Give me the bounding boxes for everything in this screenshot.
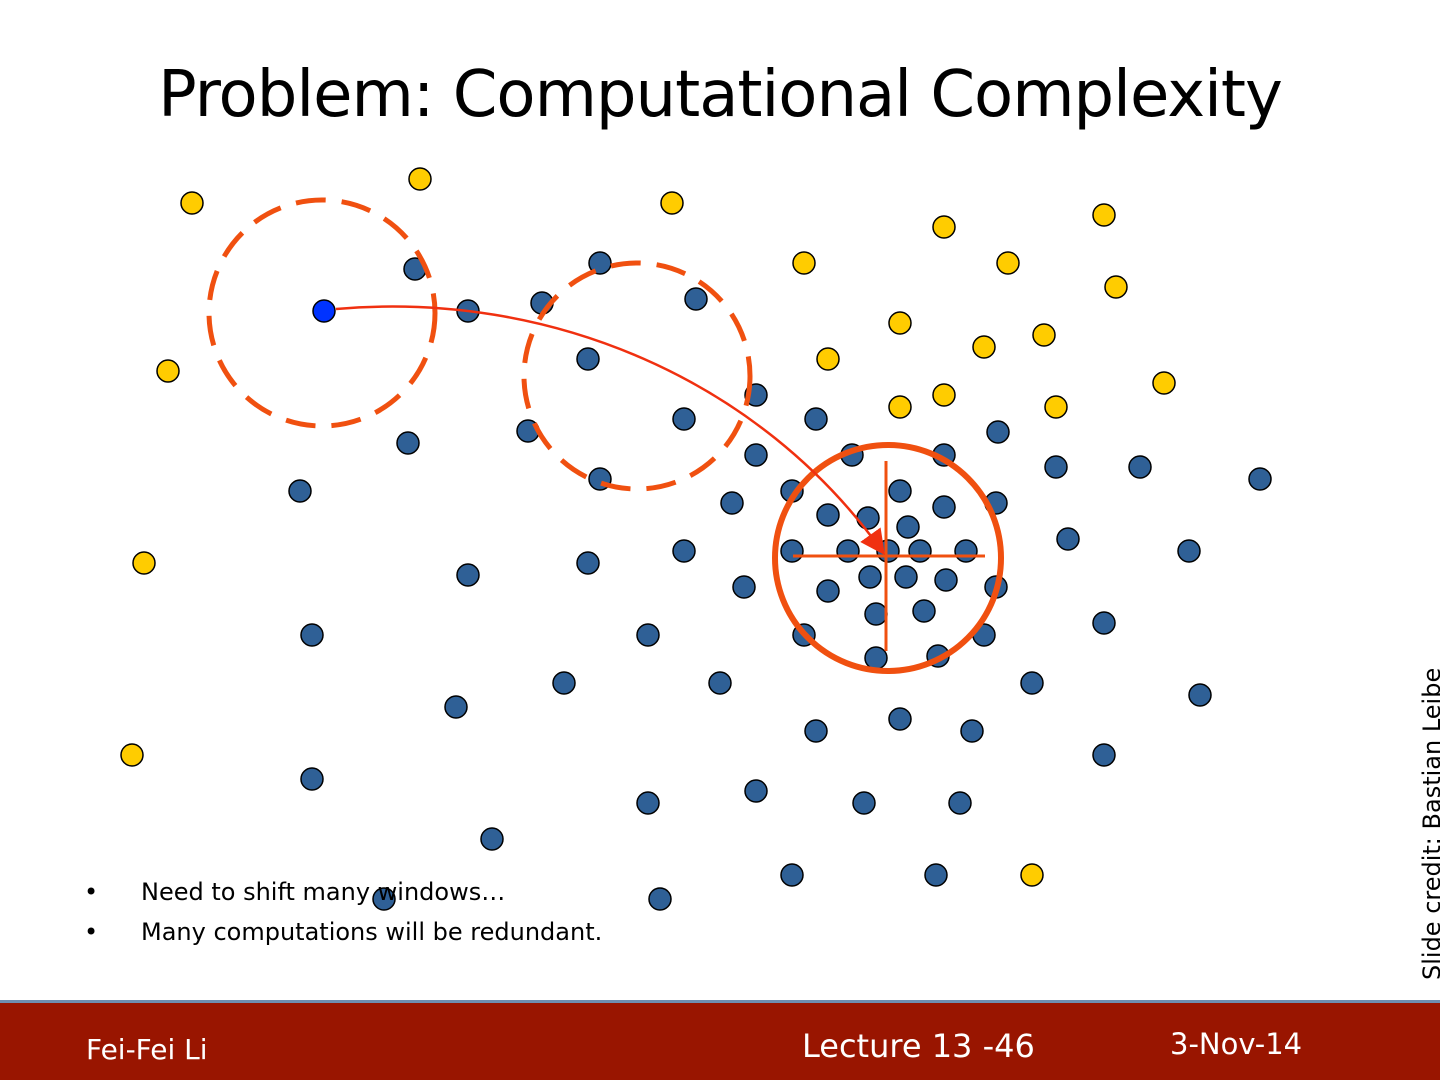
blue-data-point bbox=[732, 575, 756, 599]
blue-data-point bbox=[636, 623, 660, 647]
yellow-data-point bbox=[996, 251, 1020, 275]
blue-data-point bbox=[986, 420, 1010, 444]
blue-data-point bbox=[1056, 527, 1080, 551]
initial-window-dashed-circle bbox=[206, 197, 438, 429]
blue-data-point bbox=[684, 287, 708, 311]
blue-data-point bbox=[804, 719, 828, 743]
blue-data-point bbox=[856, 506, 880, 530]
blue-data-point bbox=[576, 551, 600, 575]
blue-data-point bbox=[896, 515, 920, 539]
yellow-data-point bbox=[1104, 275, 1128, 299]
yellow-data-point bbox=[932, 215, 956, 239]
blue-data-point bbox=[864, 646, 888, 670]
blue-data-point bbox=[672, 539, 696, 563]
yellow-data-point bbox=[660, 191, 684, 215]
blue-data-point bbox=[888, 479, 912, 503]
intermediate-window-dashed-circle bbox=[521, 260, 753, 492]
yellow-data-point bbox=[408, 167, 432, 191]
blue-data-point bbox=[552, 671, 576, 695]
yellow-data-point bbox=[132, 551, 156, 575]
yellow-data-point bbox=[932, 383, 956, 407]
bullet-item: • Many computations will be redundant. bbox=[84, 918, 603, 946]
blue-data-point bbox=[396, 431, 420, 455]
blue-data-point bbox=[1020, 671, 1044, 695]
blue-data-point bbox=[852, 791, 876, 815]
blue-data-point bbox=[932, 495, 956, 519]
blue-data-point bbox=[588, 251, 612, 275]
yellow-data-point bbox=[1032, 323, 1056, 347]
blue-data-point bbox=[816, 503, 840, 527]
yellow-data-point bbox=[180, 191, 204, 215]
yellow-data-point bbox=[120, 743, 144, 767]
blue-data-point bbox=[480, 827, 504, 851]
blue-data-point bbox=[816, 579, 840, 603]
blue-data-point bbox=[708, 671, 732, 695]
bullet-item: • Need to shift many windows… bbox=[84, 878, 506, 906]
blue-data-point bbox=[908, 539, 932, 563]
blue-data-point bbox=[1092, 611, 1116, 635]
blue-data-point bbox=[912, 599, 936, 623]
yellow-data-point bbox=[1044, 395, 1068, 419]
blue-data-point bbox=[576, 347, 600, 371]
yellow-data-point bbox=[1152, 371, 1176, 395]
blue-data-point bbox=[1044, 455, 1068, 479]
start-point bbox=[312, 299, 336, 323]
blue-data-point bbox=[372, 887, 396, 911]
blue-data-point bbox=[288, 479, 312, 503]
yellow-data-point bbox=[156, 359, 180, 383]
blue-data-point bbox=[300, 767, 324, 791]
blue-data-point bbox=[804, 407, 828, 431]
blue-data-point bbox=[300, 623, 324, 647]
blue-data-point bbox=[894, 565, 918, 589]
shift-trajectory-arrow bbox=[335, 305, 885, 556]
blue-data-point bbox=[456, 563, 480, 587]
blue-data-point bbox=[948, 791, 972, 815]
converged-window-circle bbox=[772, 442, 1004, 674]
blue-data-point bbox=[1188, 683, 1212, 707]
footer-lecture: Lecture 13 -46 bbox=[802, 1027, 1035, 1065]
yellow-data-point bbox=[888, 311, 912, 335]
blue-data-point bbox=[888, 707, 912, 731]
blue-data-point bbox=[720, 491, 744, 515]
footer-bar: Fei-Fei Li Lecture 13 -46 3-Nov-14 bbox=[0, 1000, 1440, 1080]
yellow-data-point bbox=[1020, 863, 1044, 887]
footer-author: Fei-Fei Li bbox=[86, 1033, 208, 1066]
blue-data-point bbox=[954, 539, 978, 563]
bullet-list: • Need to shift many windows… • Many compu… bbox=[84, 872, 602, 952]
blue-data-point bbox=[744, 779, 768, 803]
blue-data-point bbox=[1248, 467, 1272, 491]
blue-data-point bbox=[672, 407, 696, 431]
blue-data-point bbox=[780, 539, 804, 563]
blue-data-point bbox=[864, 602, 888, 626]
blue-data-point bbox=[648, 887, 672, 911]
blue-data-point bbox=[1092, 743, 1116, 767]
blue-data-point bbox=[836, 539, 860, 563]
blue-data-point bbox=[1177, 539, 1201, 563]
slide-credit: Slide credit: Bastian Leibe bbox=[1418, 667, 1440, 980]
yellow-data-point bbox=[1092, 203, 1116, 227]
blue-data-point bbox=[1128, 455, 1152, 479]
blue-data-point bbox=[636, 791, 660, 815]
slide-title: Problem: Computational Complexity bbox=[158, 58, 1283, 132]
blue-data-point bbox=[960, 719, 984, 743]
blue-data-point bbox=[858, 565, 882, 589]
blue-data-point bbox=[444, 695, 468, 719]
blue-data-point bbox=[780, 863, 804, 887]
blue-data-point bbox=[744, 443, 768, 467]
yellow-data-point bbox=[972, 335, 996, 359]
yellow-data-point bbox=[792, 251, 816, 275]
blue-data-point bbox=[876, 539, 900, 563]
yellow-data-point bbox=[816, 347, 840, 371]
blue-data-point bbox=[924, 863, 948, 887]
blue-data-point bbox=[934, 568, 958, 592]
mean-shift-diagram bbox=[120, 167, 1272, 911]
footer-date: 3-Nov-14 bbox=[1170, 1027, 1303, 1061]
yellow-data-point bbox=[888, 395, 912, 419]
